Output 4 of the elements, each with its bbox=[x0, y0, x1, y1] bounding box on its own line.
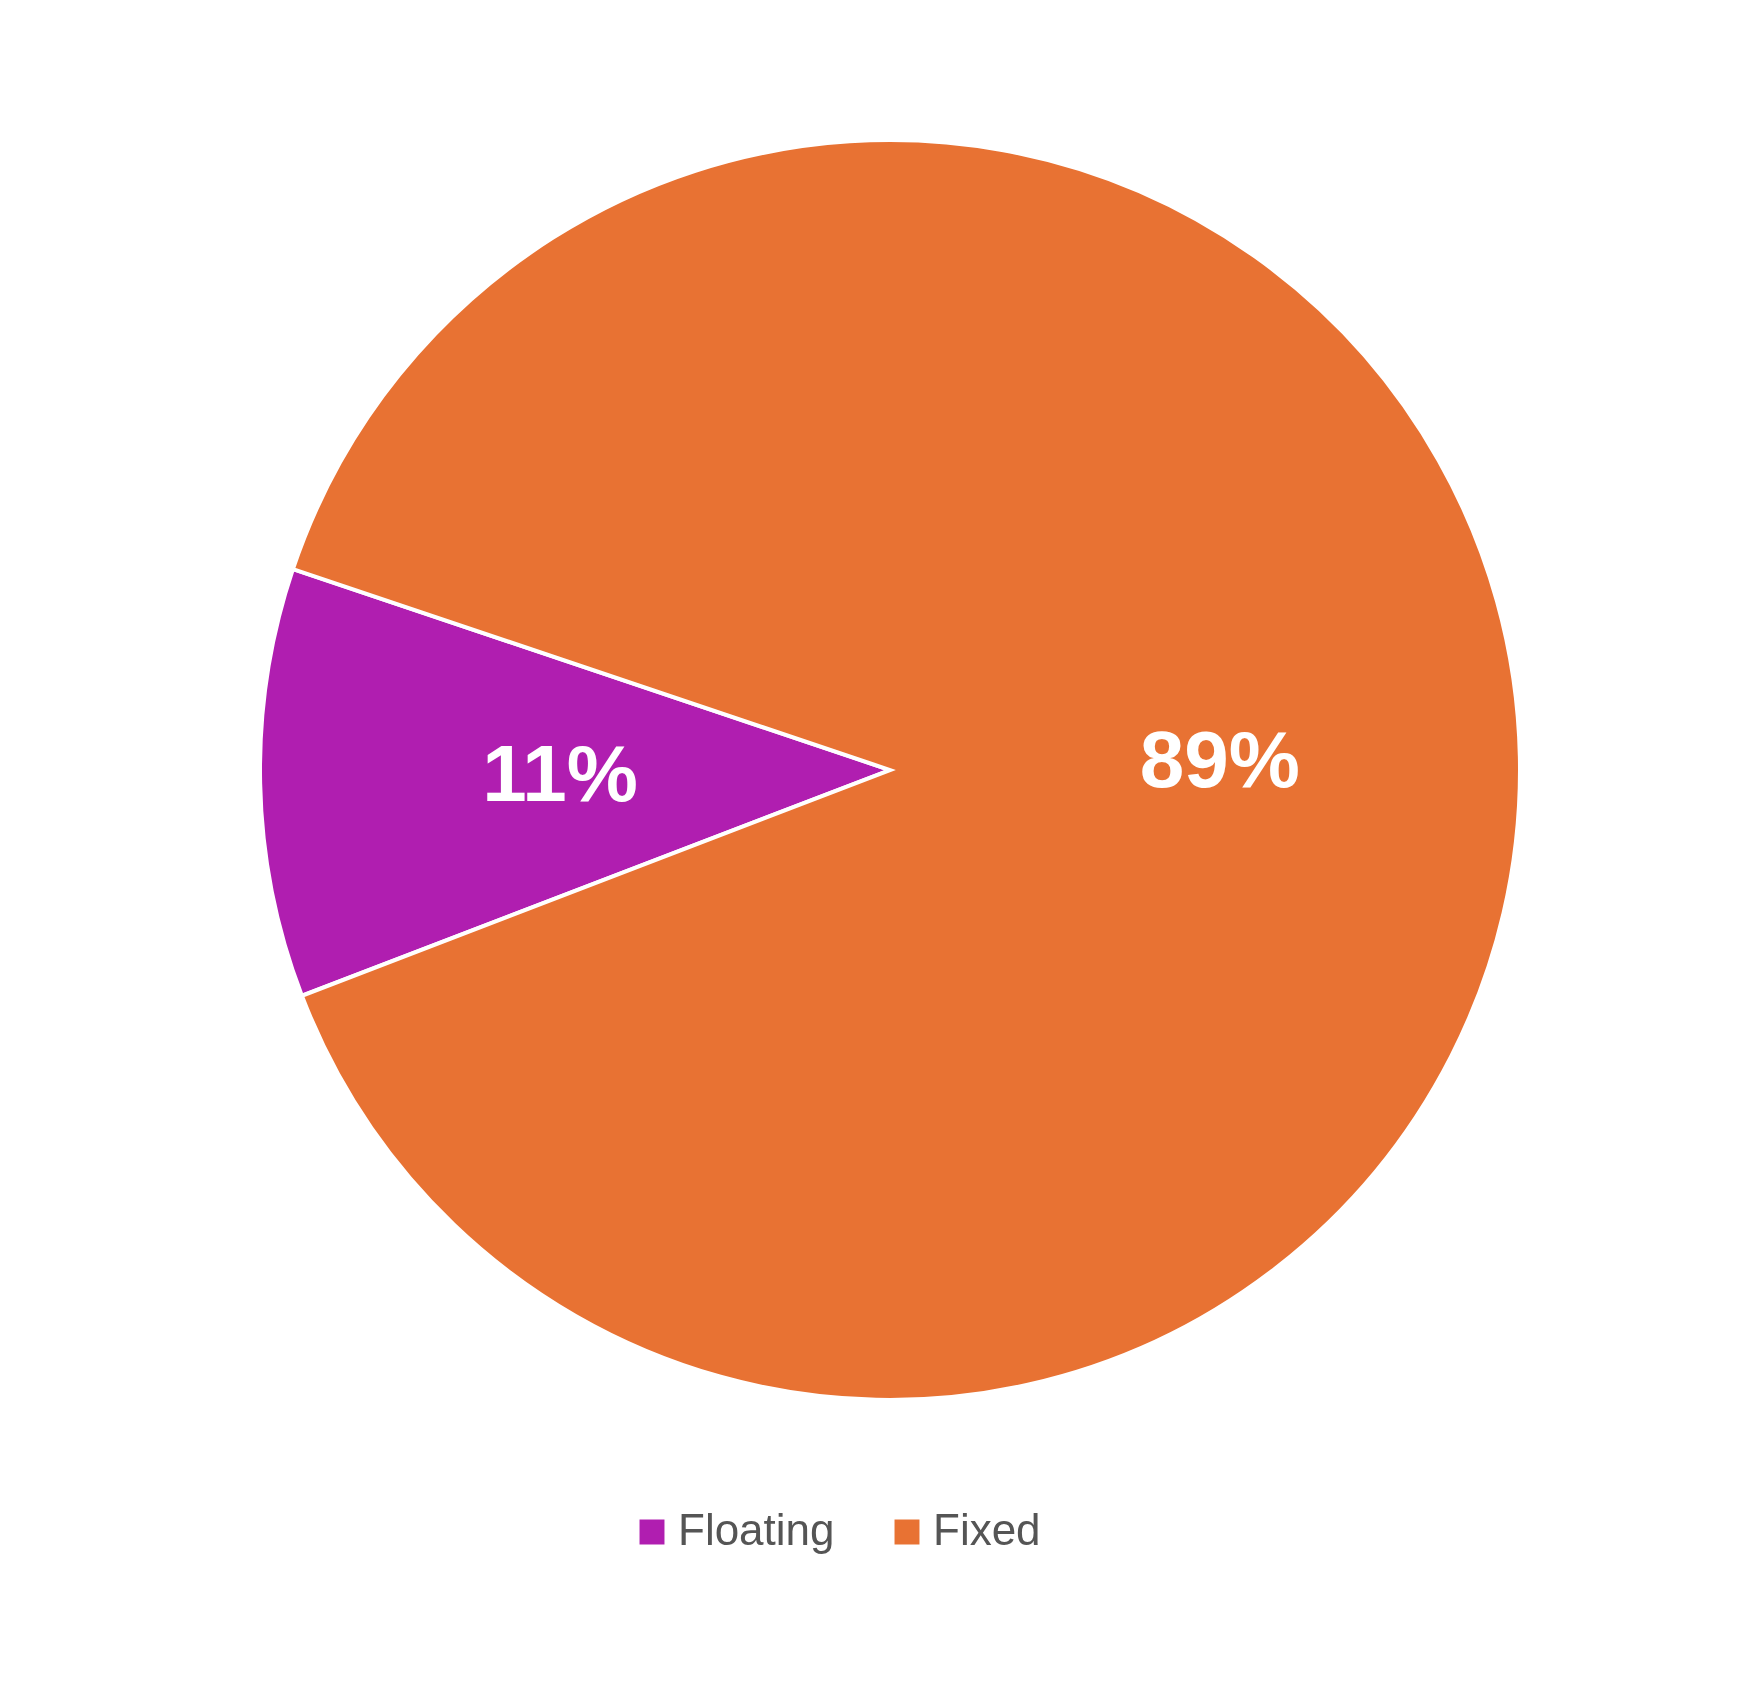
data-label: 89% bbox=[1139, 715, 1300, 805]
legend-label: Fixed bbox=[933, 1505, 1041, 1554]
data-label: 11% bbox=[482, 728, 638, 818]
legend-label: Floating bbox=[678, 1505, 835, 1554]
